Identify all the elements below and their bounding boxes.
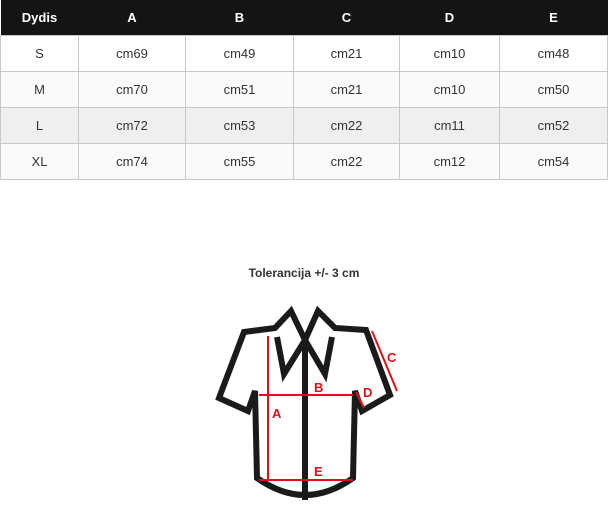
measure-lines bbox=[259, 330, 398, 481]
label-b: B bbox=[314, 380, 323, 395]
header-cell: Dydis bbox=[0, 0, 79, 36]
measure-cell: cm22 bbox=[293, 143, 400, 180]
label-e: E bbox=[314, 464, 323, 479]
size-cell: S bbox=[0, 35, 79, 72]
measure-cell: cm54 bbox=[499, 143, 608, 180]
label-c: C bbox=[387, 350, 397, 365]
size-cell: M bbox=[0, 71, 79, 108]
header-cell: E bbox=[499, 0, 608, 36]
header-cell: A bbox=[78, 0, 186, 36]
shirt-outline bbox=[215, 305, 394, 500]
measure-cell: cm12 bbox=[399, 143, 500, 180]
label-a: A bbox=[272, 406, 282, 421]
header-cell: D bbox=[399, 0, 500, 36]
measure-cell: cm51 bbox=[185, 71, 294, 108]
size-cell: L bbox=[0, 107, 79, 144]
measure-cell: cm10 bbox=[399, 71, 500, 108]
measure-cell: cm70 bbox=[78, 71, 186, 108]
label-d: D bbox=[363, 385, 372, 400]
size-cell: XL bbox=[0, 143, 79, 180]
measure-cell: cm55 bbox=[185, 143, 294, 180]
measure-cell: cm74 bbox=[78, 143, 186, 180]
header-row: Dydis A B C D E bbox=[0, 0, 608, 36]
table-row: XL cm74 cm55 cm22 cm12 cm54 bbox=[0, 143, 608, 180]
measure-cell: cm50 bbox=[499, 71, 608, 108]
header-cell: B bbox=[185, 0, 294, 36]
measure-cell: cm49 bbox=[185, 35, 294, 72]
measure-cell: cm22 bbox=[293, 107, 400, 144]
header-cell: C bbox=[293, 0, 400, 36]
measure-cell: cm48 bbox=[499, 35, 608, 72]
tolerance-note: Tolerancija +/- 3 cm bbox=[248, 266, 360, 280]
measure-cell: cm69 bbox=[78, 35, 186, 72]
measure-cell: cm10 bbox=[399, 35, 500, 72]
measure-cell: cm11 bbox=[399, 107, 500, 144]
